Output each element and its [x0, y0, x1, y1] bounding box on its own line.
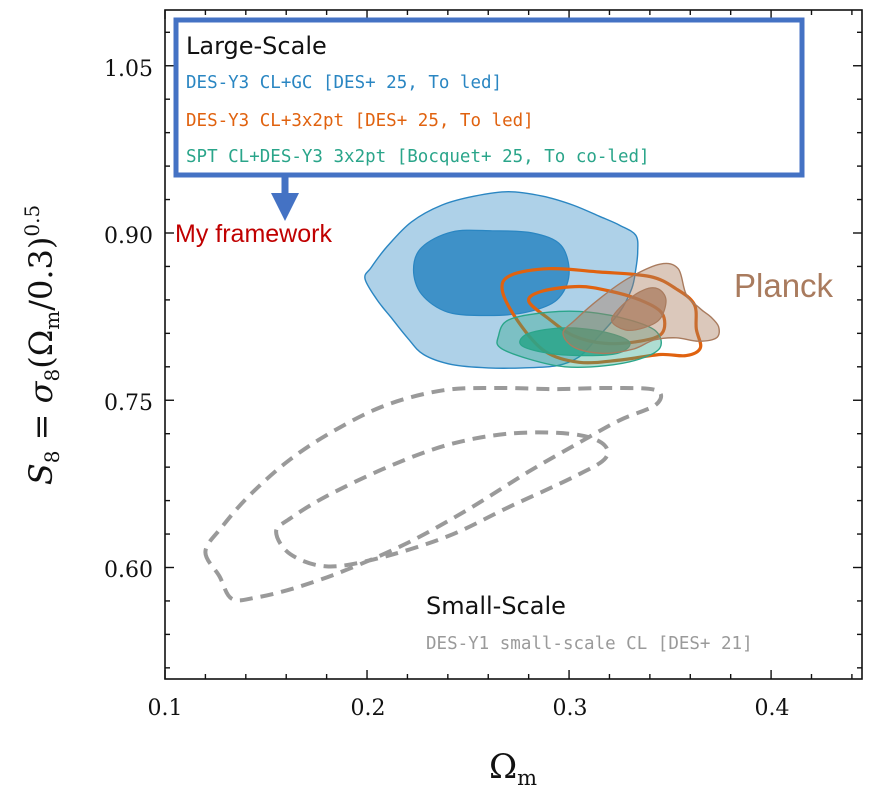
- my-framework-annotation: My framework: [175, 220, 332, 248]
- contour-des-y1-small-scale-cl-outer: [203, 385, 664, 603]
- legend-title: Large-Scale: [186, 32, 327, 60]
- large-scale-legend: Large-Scale DES-Y3 CL+GC [DES+ 25, To le…: [173, 17, 805, 178]
- y-axis-label: S8 = σ8(Ωm/0.3)0.5: [20, 205, 64, 485]
- x-axis-label: Ωm: [489, 747, 537, 790]
- plot-frame: [164, 9, 863, 680]
- contour-planck-68-inner: [610, 287, 667, 332]
- x-tick-label: 0.1: [148, 696, 183, 721]
- contour-des-y3-cl-gc-68-inner: [412, 229, 570, 317]
- x-tick-label: 0.4: [755, 696, 790, 721]
- x-tick-labels: 0.1 0.2 0.3 0.4: [148, 696, 790, 721]
- y-tick-label: 0.60: [104, 558, 153, 583]
- x-tick-label: 0.3: [553, 696, 588, 721]
- y-tick-label: 0.90: [104, 224, 153, 249]
- legend-box: [173, 17, 805, 178]
- y-tick-labels: 0.60 0.75 0.90 1.05: [104, 57, 153, 583]
- small-scale-title: Small-Scale: [426, 592, 566, 620]
- legend-entry-des-cl-gc: DES-Y3 CL+GC [DES+ 25, To led]: [186, 73, 502, 93]
- legend-entry-spt-cl: SPT CL+DES-Y3 3x2pt [Bocquet+ 25, To co-…: [186, 147, 650, 167]
- small-scale-entry: DES-Y1 small-scale CL [DES+ 21]: [426, 634, 753, 654]
- legend-entry-des-cl-3x2pt: DES-Y3 CL+3x2pt [DES+ 25, To led]: [186, 111, 534, 131]
- contour-des-y3-cl-3x2pt-outer: [500, 267, 703, 365]
- y-tick-label: 0.75: [104, 391, 153, 416]
- contour-des-y1-small-scale-cl-inner: [274, 430, 610, 569]
- small-scale-legend: Small-Scale DES-Y1 small-scale CL [DES+ …: [426, 592, 753, 654]
- contour-spt-cl-des-y3-3x2pt-68-inner: [519, 327, 631, 357]
- y-tick-label: 1.05: [104, 57, 153, 82]
- x-tick-label: 0.2: [351, 696, 386, 721]
- contour-layer: [203, 190, 720, 603]
- planck-annotation: Planck: [734, 267, 834, 304]
